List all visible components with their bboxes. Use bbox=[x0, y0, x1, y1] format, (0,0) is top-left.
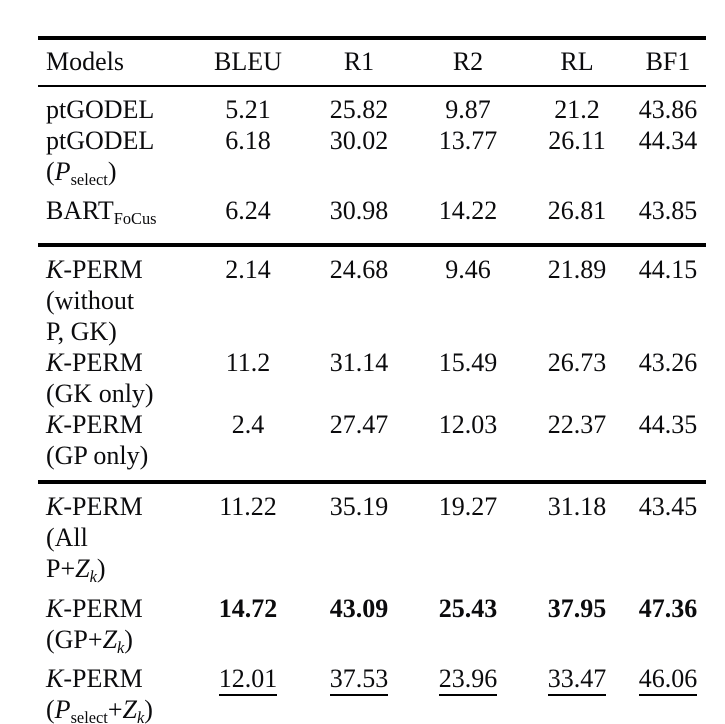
model-cell: K-PERM (GK only) bbox=[38, 347, 190, 409]
table-header: Models BLEU R1 R2 RL BF1 bbox=[38, 38, 706, 86]
model-name-line: K-PERM bbox=[46, 593, 143, 623]
underlined-value: 12.01 bbox=[218, 663, 278, 696]
model-name-line: K-PERM bbox=[46, 663, 143, 693]
model-name-line: (All bbox=[46, 523, 88, 553]
model-name-line: (Pselect+Zk) bbox=[46, 694, 153, 724]
table-row-kperm-all-p-zk: K-PERM (All P+Zk) 11.22 35.19 19.27 31.1… bbox=[38, 482, 706, 592]
table-row-bart-focus: BARTFoCus 6.24 30.98 14.22 26.81 43.85 bbox=[38, 195, 706, 245]
model-name-line: (without bbox=[46, 286, 135, 316]
model-name-line: K-PERM bbox=[46, 348, 143, 378]
table-row-kperm-gp-only: K-PERM (GP only) 2.4 27.47 12.03 22.37 4… bbox=[38, 409, 706, 482]
underlined-value: 33.47 bbox=[547, 663, 607, 696]
model-name-line: ptGODEL bbox=[46, 126, 155, 155]
rl-value: 26.11 bbox=[548, 126, 606, 155]
table-row-kperm-pselect-zk: K-PERM (Pselect+Zk) 12.01 37.53 23.96 33… bbox=[38, 663, 706, 724]
col-header-bleu: BLEU bbox=[214, 47, 282, 76]
table-row-kperm-gk-only: K-PERM (GK only) 11.2 31.14 15.49 26.73 … bbox=[38, 347, 706, 409]
model-name-line: (GP+Zk) bbox=[46, 624, 133, 657]
r2-value: 19.27 bbox=[438, 492, 498, 522]
bleu-value: 2.14 bbox=[225, 255, 271, 285]
bf1-value: 44.15 bbox=[638, 255, 698, 285]
bleu-value-underlined: 12.01 bbox=[190, 663, 306, 724]
r1-value-bold: 43.09 bbox=[329, 593, 389, 623]
r2-value: 9.87 bbox=[445, 95, 491, 124]
r2-value: 14.22 bbox=[438, 196, 498, 226]
bf1-value-bold: 47.36 bbox=[638, 593, 698, 623]
r1-value: 30.98 bbox=[329, 196, 389, 226]
model-cell: ptGODEL bbox=[38, 86, 190, 125]
model-name-line: (GK only) bbox=[46, 379, 154, 409]
model-name-line: K-PERM bbox=[46, 255, 143, 285]
model-cell: K-PERM (GP only) bbox=[38, 409, 190, 482]
bf1-value: 43.45 bbox=[638, 492, 698, 522]
section-ablations: K-PERM (without P, GK) 2.14 24.68 9.46 2… bbox=[38, 245, 706, 482]
bleu-value: 5.21 bbox=[225, 95, 271, 124]
bleu-value: 11.2 bbox=[225, 348, 271, 378]
r2-value: 9.46 bbox=[445, 255, 491, 285]
r1-value: 35.19 bbox=[329, 492, 389, 522]
bleu-value: 2.4 bbox=[231, 410, 265, 440]
r1-value: 25.82 bbox=[329, 95, 389, 124]
model-cell: ptGODEL (Pselect) bbox=[38, 125, 190, 195]
r1-value-underlined: 37.53 bbox=[306, 663, 412, 724]
model-cell: K-PERM (Pselect+Zk) bbox=[38, 663, 190, 724]
col-header-models: Models bbox=[46, 47, 124, 76]
r1-value: 27.47 bbox=[329, 410, 389, 440]
r2-value: 15.49 bbox=[438, 348, 498, 378]
model-name-line: (Pselect) bbox=[46, 157, 117, 190]
r1-value: 30.02 bbox=[329, 126, 389, 155]
rl-value-bold: 37.95 bbox=[547, 593, 607, 623]
model-cell: K-PERM (All P+Zk) bbox=[38, 482, 190, 592]
bf1-value: 44.34 bbox=[638, 126, 698, 155]
rl-value-underlined: 33.47 bbox=[524, 663, 630, 724]
bf1-value: 43.85 bbox=[638, 196, 698, 226]
r2-value: 12.03 bbox=[438, 410, 498, 440]
rl-value: 21.2 bbox=[554, 95, 600, 124]
header-row: Models BLEU R1 R2 RL BF1 bbox=[38, 38, 706, 86]
bleu-value-bold: 14.72 bbox=[218, 593, 278, 623]
paper-results-table-figure: Models BLEU R1 R2 RL BF1 ptGODEL 5.21 25… bbox=[38, 36, 706, 724]
table-row-kperm-gp-zk-best: K-PERM (GP+Zk) 14.72 43.09 25.43 37.95 4… bbox=[38, 593, 706, 663]
section-full-models: K-PERM (All P+Zk) 11.22 35.19 19.27 31.1… bbox=[38, 482, 706, 724]
section-baselines: ptGODEL 5.21 25.82 9.87 21.2 43.86 ptGOD… bbox=[38, 86, 706, 245]
model-cell: BARTFoCus bbox=[38, 195, 190, 245]
rl-value: 22.37 bbox=[547, 410, 607, 440]
bf1-value: 43.26 bbox=[638, 348, 698, 378]
model-cell: K-PERM (GP+Zk) bbox=[38, 593, 190, 663]
bleu-value: 11.22 bbox=[219, 492, 277, 522]
bleu-value: 6.24 bbox=[225, 196, 271, 226]
rl-value: 26.73 bbox=[547, 348, 607, 378]
r2-value: 13.77 bbox=[438, 126, 498, 155]
model-name-line: K-PERM bbox=[46, 410, 143, 440]
col-header-r1: R1 bbox=[343, 47, 375, 76]
underlined-value: 37.53 bbox=[329, 663, 389, 696]
underlined-value: 46.06 bbox=[638, 663, 698, 696]
r2-value-bold: 25.43 bbox=[438, 593, 498, 623]
bf1-value: 44.35 bbox=[638, 410, 698, 440]
col-header-r2: R2 bbox=[452, 47, 484, 76]
col-header-bf1: BF1 bbox=[645, 47, 691, 76]
model-name-line: ptGODEL bbox=[46, 95, 155, 124]
underlined-value: 23.96 bbox=[438, 663, 498, 696]
rl-value: 21.89 bbox=[547, 255, 607, 285]
bleu-value: 6.18 bbox=[225, 126, 271, 155]
table-row-ptgodel: ptGODEL 5.21 25.82 9.87 21.2 43.86 bbox=[38, 86, 706, 125]
model-name-line: P, GK) bbox=[46, 317, 117, 347]
rl-value: 26.81 bbox=[547, 196, 607, 226]
model-name-line: K-PERM bbox=[46, 492, 143, 522]
model-cell: K-PERM (without P, GK) bbox=[38, 245, 190, 347]
table-row-kperm-without-p-gk: K-PERM (without P, GK) 2.14 24.68 9.46 2… bbox=[38, 245, 706, 347]
r1-value: 31.14 bbox=[329, 348, 389, 378]
table-row-ptgodel-pselect: ptGODEL (Pselect) 6.18 30.02 13.77 26.11… bbox=[38, 125, 706, 195]
rl-value: 31.18 bbox=[547, 492, 607, 522]
col-header-rl: RL bbox=[560, 47, 594, 76]
model-name-line: P+Zk) bbox=[46, 554, 106, 587]
r1-value: 24.68 bbox=[329, 255, 389, 285]
bf1-value: 43.86 bbox=[638, 95, 698, 124]
bf1-value-underlined: 46.06 bbox=[630, 663, 706, 724]
model-name-line: (GP only) bbox=[46, 441, 149, 471]
results-table: Models BLEU R1 R2 RL BF1 ptGODEL 5.21 25… bbox=[38, 36, 706, 724]
r2-value-underlined: 23.96 bbox=[412, 663, 524, 724]
model-name-line: BARTFoCus bbox=[46, 196, 157, 229]
